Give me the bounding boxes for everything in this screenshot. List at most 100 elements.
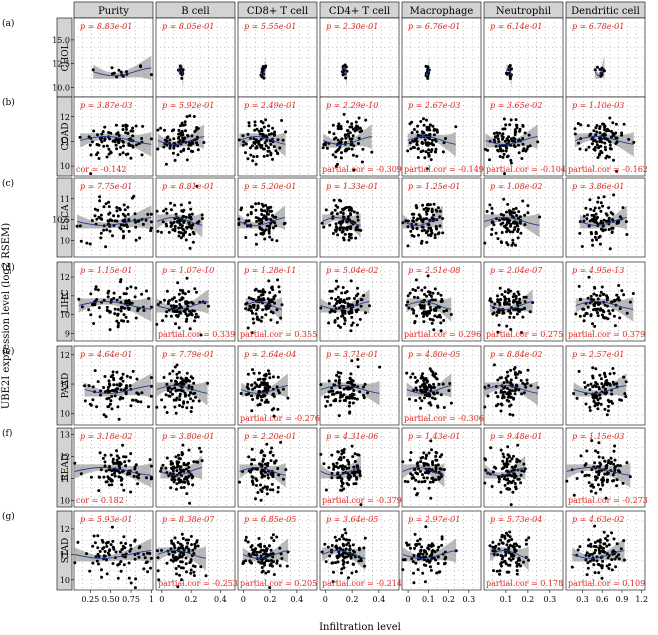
data-point [428, 128, 432, 132]
data-point [121, 219, 125, 223]
data-point [107, 147, 111, 151]
data-point [179, 223, 182, 227]
data-point [419, 150, 423, 154]
data-point [505, 324, 509, 328]
data-point [251, 551, 255, 555]
data-point [93, 207, 97, 211]
data-point [249, 153, 253, 157]
data-point [505, 155, 509, 159]
data-point [257, 543, 261, 547]
fit-line [489, 301, 533, 310]
data-point [499, 222, 503, 226]
data-point [255, 384, 259, 388]
data-point [433, 298, 437, 302]
data-point [284, 130, 288, 134]
data-point [512, 468, 516, 472]
data-point [102, 386, 106, 389]
data-point [407, 543, 411, 547]
data-point [415, 314, 419, 318]
data-point [415, 462, 419, 466]
data-point [344, 399, 347, 402]
data-point [378, 365, 382, 369]
data-point [273, 221, 277, 225]
data-point [352, 168, 356, 172]
data-point [597, 206, 601, 210]
data-point [330, 212, 334, 215]
data-point [348, 381, 351, 385]
data-point [103, 550, 107, 553]
data-point [495, 569, 499, 573]
data-point [430, 294, 433, 298]
data-point [146, 212, 150, 216]
data-point [247, 296, 251, 300]
data-point [360, 160, 364, 164]
data-point [332, 137, 336, 141]
data-point [342, 238, 346, 242]
data-point [91, 544, 95, 548]
data-point [263, 470, 267, 474]
data-point [139, 64, 143, 68]
data-point [119, 70, 123, 74]
data-point [141, 124, 145, 128]
data-point [590, 238, 594, 242]
data-point [578, 231, 582, 235]
data-point [510, 538, 514, 541]
data-point [420, 480, 424, 484]
data-point [246, 132, 250, 136]
data-point [281, 138, 285, 142]
data-point [241, 134, 245, 138]
data-point [504, 223, 508, 227]
data-point [245, 219, 249, 223]
data-point [523, 306, 526, 310]
data-point [141, 222, 145, 226]
data-point [340, 484, 344, 488]
data-point [420, 399, 424, 403]
data-point [331, 309, 335, 313]
data-point [606, 556, 610, 560]
data-point [96, 288, 100, 292]
data-point [189, 534, 193, 538]
data-point [517, 388, 521, 392]
data-point [344, 531, 348, 535]
data-point [176, 541, 180, 544]
data-point [615, 293, 619, 297]
data-point [173, 224, 177, 228]
data-point [497, 299, 500, 302]
data-point [347, 134, 351, 138]
data-point [422, 304, 426, 308]
correlation-annotation: partial.cor = -0.149 [404, 165, 484, 174]
data-point [169, 221, 173, 225]
data-point [180, 555, 184, 559]
data-point [175, 572, 178, 576]
data-point [422, 123, 426, 127]
fit-line [402, 217, 443, 226]
data-point [179, 551, 183, 555]
y-tick-label: 11 [60, 380, 70, 389]
data-point [172, 146, 176, 150]
data-point [251, 311, 254, 315]
data-point [125, 287, 129, 290]
data-point [484, 147, 487, 151]
data-point [181, 405, 184, 409]
data-point [578, 545, 582, 549]
data-point [124, 292, 128, 296]
data-point [125, 384, 128, 388]
data-point [261, 216, 265, 220]
data-point [342, 387, 346, 391]
data-point [509, 368, 513, 372]
data-point [497, 311, 501, 314]
data-point [162, 145, 166, 149]
data-point [508, 230, 512, 234]
data-point [244, 236, 248, 239]
data-point [172, 480, 176, 484]
data-point [358, 470, 362, 474]
data-point [606, 478, 609, 482]
data-point [166, 135, 170, 139]
data-point [355, 476, 358, 479]
data-point [594, 401, 598, 405]
data-point [572, 493, 576, 497]
x-tick-label: 0.2 [264, 595, 277, 604]
data-point [149, 384, 153, 388]
data-point [622, 375, 626, 379]
data-point [352, 389, 356, 392]
